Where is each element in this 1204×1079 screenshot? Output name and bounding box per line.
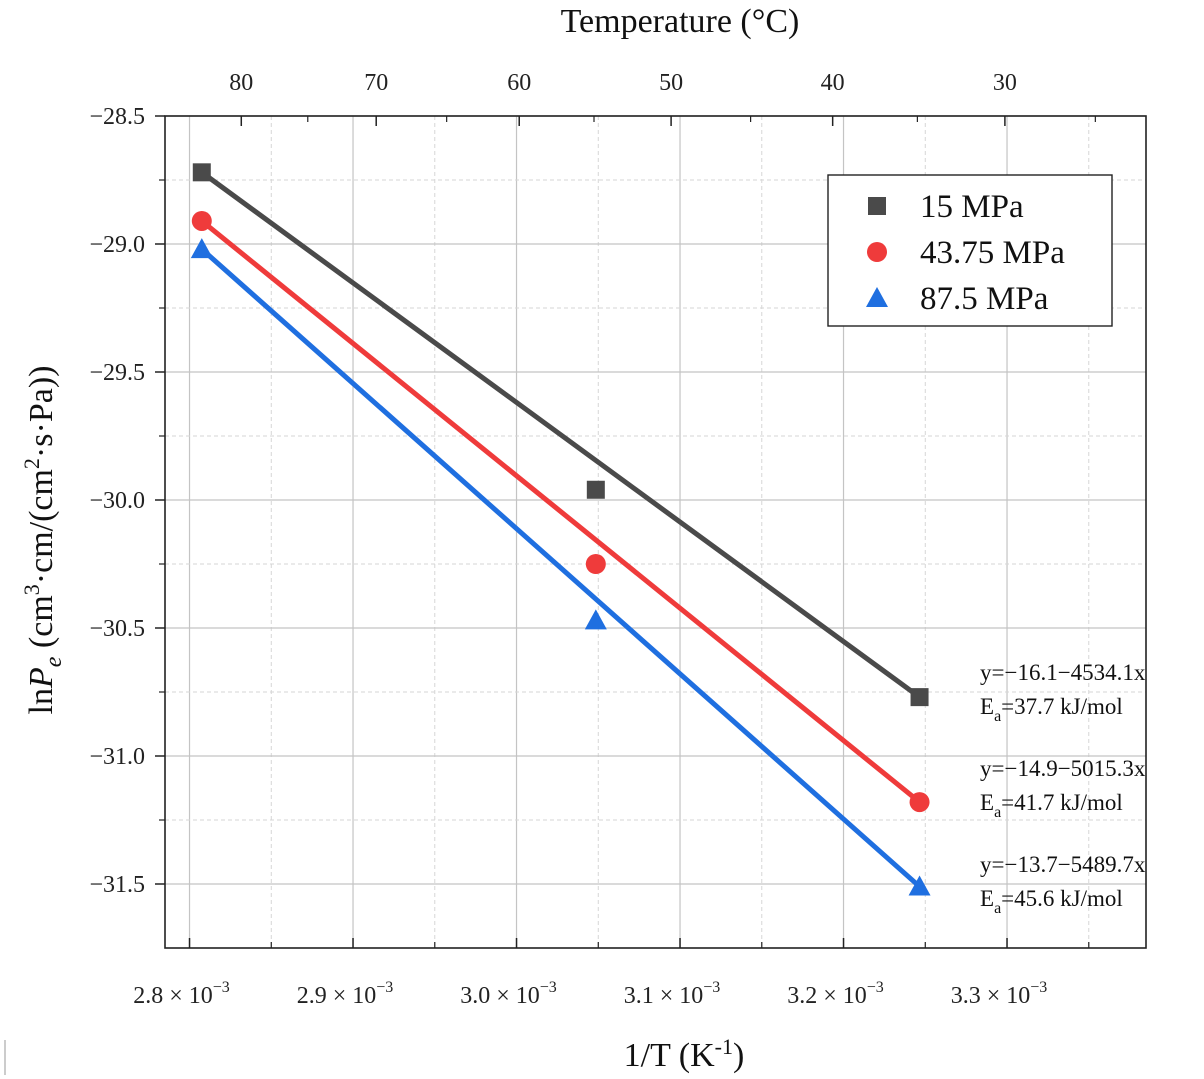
top-tick-label: 80 [229, 70, 253, 96]
y-tick-label: −29.5 [89, 360, 145, 386]
data-point-2-0 [190, 238, 213, 259]
activation-energy-2: Ea=45.6 kJ/mol [980, 886, 1123, 917]
fit-equation-1: y=−14.9−5015.3x [980, 756, 1146, 781]
data-point-1-0 [191, 210, 212, 231]
legend-marker-1 [867, 242, 887, 262]
x-tick-label: 2.9 × 10−3 [297, 979, 394, 1009]
axes: 2.8 × 10−3 2.9 × 10−3 3.0 × 10−3 3.1 × 10−3… [89, 70, 1096, 1009]
y-tick-label: −29.0 [89, 232, 145, 258]
activation-energy-1: Ea=41.7 kJ/mol [980, 790, 1123, 821]
data-point-2-1 [584, 609, 607, 630]
legend-label-1: 43.75 MPa [920, 235, 1065, 271]
fit-line-1 [199, 218, 923, 805]
fit-equation-0: y=−16.1−4534.1x [980, 660, 1146, 685]
fit-line-0 [199, 169, 923, 700]
fit-equation-2: y=−13.7−5489.7x [980, 852, 1146, 877]
data-point-2-2 [908, 875, 931, 896]
legend-marker-2 [866, 287, 888, 307]
fit-annotations: y=−16.1−4534.1x Ea=37.7 kJ/mol y=−14.9−501… [980, 660, 1146, 917]
data-point-0-1 [586, 480, 605, 499]
y-tick-label: −30.0 [89, 488, 145, 514]
fit-line-2 [199, 246, 923, 890]
top-tick-label: 30 [993, 70, 1017, 96]
plot-frame [164, 115, 1147, 949]
data-point-0-0 [192, 163, 211, 182]
top-tick-label: 40 [821, 70, 845, 96]
data-point-0-2 [910, 688, 929, 707]
top-tick-label: 50 [659, 70, 683, 96]
x-tick-label: 2.8 × 10−3 [133, 979, 230, 1009]
top-axis-title: Temperature (°C) [561, 3, 800, 40]
x-tick-label: 3.2 × 10−3 [787, 979, 884, 1009]
series [190, 163, 931, 896]
top-tick-label: 70 [364, 70, 388, 96]
data-point-1-2 [909, 792, 930, 813]
y-tick-label: −31.5 [89, 872, 145, 898]
y-tick-label: −28.5 [89, 104, 145, 130]
y-tick-label: −30.5 [89, 616, 145, 642]
legend-label-0: 15 MPa [920, 189, 1024, 225]
x-tick-label: 3.3 × 10−3 [951, 979, 1048, 1009]
legend-marker-0 [868, 197, 886, 215]
x-tick-label: 3.0 × 10−3 [460, 979, 557, 1009]
y-axis-title: lnPe (cm3·cm/(cm2·s·Pa)) [19, 366, 67, 715]
activation-energy-0: Ea=37.7 kJ/mol [980, 694, 1123, 725]
x-tick-label: 3.1 × 10−3 [624, 979, 721, 1009]
data-point-1-1 [585, 554, 606, 574]
legend: 15 MPa 43.75 MPa 87.5 MPa [827, 174, 1113, 327]
top-tick-label: 60 [507, 70, 531, 96]
x-axis-title: 1/T (K-1) [624, 1034, 745, 1074]
y-tick-label: −31.0 [89, 744, 145, 770]
legend-label-2: 87.5 MPa [920, 281, 1049, 317]
